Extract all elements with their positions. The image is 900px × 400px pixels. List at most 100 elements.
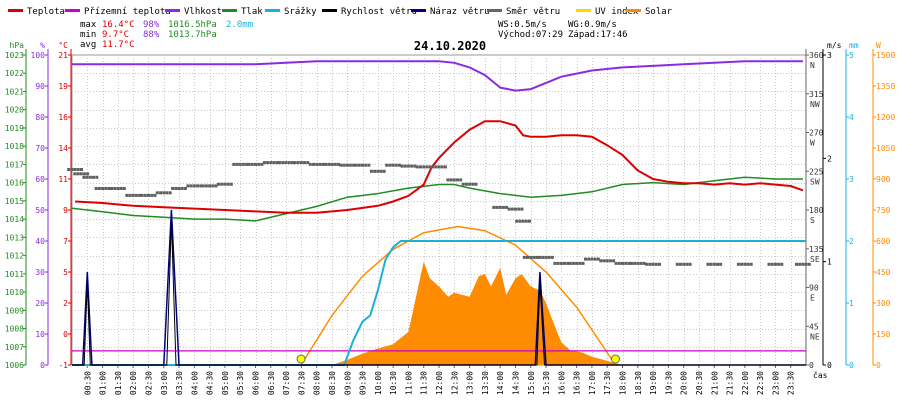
series-direction-point	[150, 193, 154, 197]
series-direction-point	[269, 161, 273, 165]
series-direction-point	[804, 262, 808, 266]
series-direction-point	[214, 184, 218, 188]
series-direction-point	[614, 261, 618, 265]
series-direction-point	[422, 165, 426, 169]
axes: 1023102210211020101910181017101610151014…	[5, 41, 896, 395]
series-direction-point	[324, 162, 328, 166]
axis-x-tick-label: 18:30	[634, 371, 643, 395]
axis-x-tick-label: 11:00	[404, 371, 413, 395]
axis-direction-tick-label: 360	[809, 51, 824, 60]
series-direction-point	[612, 259, 616, 263]
series-direction-point	[688, 262, 692, 266]
axis-direction-letter: S	[810, 216, 815, 225]
axis-hpa-tick-label: 1020	[5, 106, 24, 115]
axis-mm-label: mm	[849, 41, 859, 50]
series-direction-point	[524, 219, 528, 223]
axis-hpa-tick-label: 1021	[5, 87, 24, 96]
series-direction-point	[547, 255, 551, 259]
legend-entry: Teplota	[27, 7, 65, 17]
series-direction-point	[541, 255, 545, 259]
series-direction-point	[110, 187, 113, 190]
axis-percent-tick-label: 100	[31, 51, 46, 60]
series-direction-point	[168, 191, 172, 195]
axis-w-tick-label: 450	[876, 268, 891, 277]
stat-sunrise: Východ:07:29	[498, 30, 563, 40]
axis-x-tick-label: 18:00	[619, 371, 628, 395]
series-direction-point	[431, 165, 435, 169]
axis-x-tick-label: 19:30	[664, 371, 673, 395]
series-direction-point	[795, 262, 798, 266]
axis-ms-label: m/s	[827, 41, 842, 50]
series-direction-point	[345, 163, 349, 167]
series-direction-point	[376, 169, 380, 173]
stat-wg: WG:0.9m/s	[568, 20, 617, 30]
axis-direction-tick-label: 180	[809, 206, 824, 215]
series-direction-point	[134, 193, 138, 197]
series-direction-point	[361, 163, 364, 167]
series-direction-point	[226, 182, 230, 186]
series-direction-point	[128, 193, 132, 197]
series-direction-point	[398, 163, 401, 167]
series-direction-point	[260, 162, 264, 166]
series-pressure-line	[71, 176, 803, 222]
series-direction-point	[391, 163, 395, 167]
axis-percent-tick-label: 40	[35, 237, 45, 246]
axis-ms-tick-label: 0	[827, 361, 832, 370]
axis-hpa-tick-label: 1009	[5, 306, 24, 315]
axis-x-tick-label: 20:30	[695, 371, 704, 395]
series-direction-point	[369, 169, 373, 173]
series-direction-point	[645, 262, 649, 266]
series-direction-point	[73, 172, 77, 176]
axis-percent-tick-label: 70	[35, 144, 45, 153]
series-direction-point	[85, 175, 89, 179]
series-direction-point	[743, 262, 747, 266]
series-direction-point	[627, 261, 631, 265]
axis-x-tick-label: 01:00	[99, 371, 108, 395]
series-direction-point	[608, 259, 612, 263]
axis-hpa-label: hPa	[10, 41, 25, 50]
series-direction-point	[201, 184, 205, 188]
series-direction-point	[528, 219, 531, 223]
axis-x-tick-label: 21:30	[726, 371, 735, 395]
series-direction-point	[437, 165, 441, 169]
axis-x-tick-label: 23:00	[771, 371, 780, 395]
series-direction-point	[232, 162, 236, 166]
series-direction-point	[773, 262, 777, 266]
axis-x-tick-label: 10:00	[374, 371, 383, 395]
series-direction-point	[780, 262, 784, 266]
stat-avg-label: avg	[80, 40, 96, 50]
series-direction-point	[498, 205, 502, 209]
axis-hpa-tick-label: 1023	[5, 51, 24, 60]
series-direction-point	[220, 182, 224, 186]
axis-direction-letter: N	[810, 61, 815, 70]
series-direction-point	[235, 162, 239, 166]
axis-x-tick-label: 21:00	[710, 371, 719, 395]
series-temperature-line	[75, 120, 804, 214]
axis-x-tick-label: 04:30	[206, 371, 215, 395]
axis-celsius-tick-label: 5	[63, 268, 68, 277]
series-direction-point	[266, 161, 270, 165]
axis-celsius-tick-label: 0	[63, 330, 68, 339]
series-direction-point	[410, 164, 414, 168]
axis-direction-tick-label: 0	[809, 361, 814, 370]
series-direction-point	[474, 182, 478, 186]
series-direction-point	[538, 255, 542, 259]
series-direction-point	[73, 168, 77, 171]
series-direction-point	[590, 257, 594, 261]
axis-hpa-tick-label: 1006	[5, 361, 24, 370]
axis-direction-tick-label: 135	[809, 245, 824, 254]
series-direction-point	[532, 255, 536, 259]
series-direction-point	[327, 162, 331, 166]
legend-entry: Směr větru	[506, 7, 560, 17]
axis-x-tick-label: 05:30	[236, 371, 245, 395]
series-direction-point	[443, 165, 447, 169]
stat-sunset: Západ:17:46	[568, 30, 628, 40]
series-direction-point	[278, 161, 282, 165]
axis-w-tick-label: 1350	[876, 82, 895, 91]
series-direction-point	[159, 191, 163, 195]
axis-x-tick-label: 09:00	[343, 371, 352, 395]
series-direction-point	[425, 165, 429, 169]
legend-swatch	[265, 9, 280, 12]
legend-swatch	[65, 9, 80, 12]
series-direction-point	[648, 262, 652, 266]
